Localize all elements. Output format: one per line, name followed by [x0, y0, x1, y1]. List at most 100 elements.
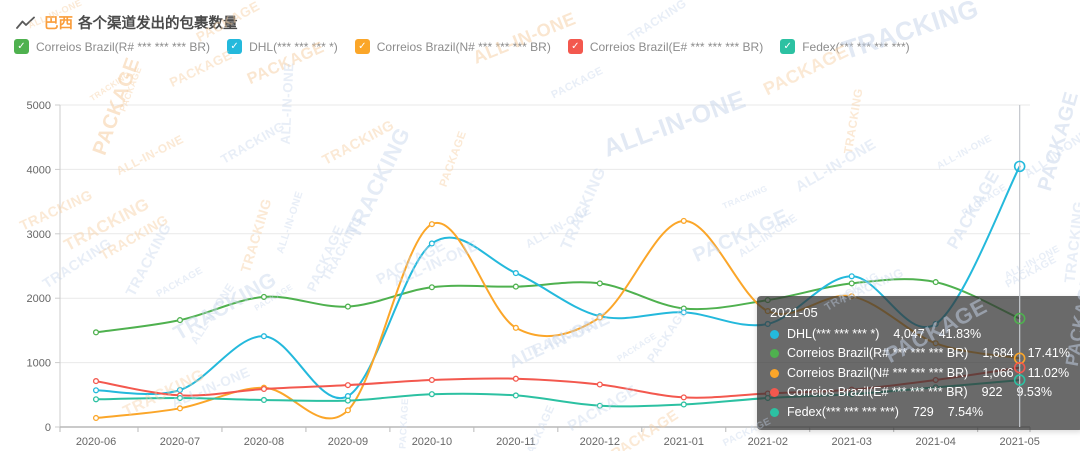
- data-point-marker: [512, 270, 519, 277]
- watermark-text: TRACKING: [838, 0, 983, 66]
- x-axis-label: 2021-04: [916, 436, 956, 448]
- y-axis-label: 4000: [27, 164, 51, 176]
- data-point-marker: [512, 375, 519, 382]
- data-point-marker: [848, 273, 855, 280]
- data-point-marker: [260, 333, 267, 340]
- data-point-marker: [176, 317, 184, 324]
- legend-label: Correios Brazil(R# *** *** *** BR): [36, 39, 211, 54]
- check-icon: ✓: [17, 40, 26, 52]
- tooltip-series-name: Correios Brazil(R# *** *** *** BR): [787, 346, 969, 360]
- check-icon: ✓: [783, 40, 792, 52]
- x-axis-label: 2020-11: [496, 436, 536, 448]
- tooltip-row: Correios Brazil(N# *** *** *** BR) 1,066 1…: [770, 364, 1070, 384]
- x-axis-label: 2020-07: [160, 436, 200, 448]
- tooltip: 2021-05 DHL(*** *** *** *) 4,047 41.83% Cor…: [757, 296, 1080, 430]
- tooltip-value: 922: [981, 385, 1003, 399]
- legend-item[interactable]: ✓ DHL(*** *** *** *): [227, 39, 338, 54]
- data-point-marker: [680, 217, 687, 224]
- check-icon: ✓: [358, 40, 367, 52]
- x-axis-label: 2020-06: [76, 436, 116, 448]
- legend-checkbox[interactable]: ✓: [227, 39, 243, 54]
- data-point-marker: [596, 314, 603, 321]
- y-axis-label: 3000: [27, 229, 51, 241]
- y-axis-label: 0: [45, 422, 51, 434]
- x-axis-label: 2021-02: [748, 436, 788, 448]
- y-axis-label: 2000: [27, 293, 51, 305]
- data-point-marker: [92, 329, 100, 336]
- legend-checkbox[interactable]: ✓: [780, 39, 796, 54]
- tooltip-series-name: DHL(*** *** *** *): [787, 326, 880, 341]
- tooltip-percent: 7.54%: [947, 404, 984, 419]
- data-point-marker: [596, 280, 603, 287]
- y-axis-label: 5000: [27, 100, 51, 112]
- legend-checkbox[interactable]: ✓: [567, 39, 583, 54]
- chart-area[interactable]: 0 1000 2000 3000 4000 5000 2020-06 2020-07 2020-…: [0, 95, 1080, 451]
- x-axis-label: 2020-12: [580, 436, 620, 448]
- data-point-marker: [260, 293, 267, 300]
- series-dot-icon: [770, 407, 779, 417]
- chart-header: 巴西 各个渠道发出的包裹数量: [16, 12, 238, 33]
- x-axis-label: 2021-05: [999, 436, 1039, 448]
- region-label: 巴西: [44, 16, 73, 32]
- legend-checkbox[interactable]: ✓: [14, 39, 29, 54]
- data-point-marker: [680, 401, 687, 408]
- tooltip-percent: 11.02%: [1027, 365, 1070, 380]
- tooltip-value: 4,047: [893, 326, 925, 341]
- data-point-marker: [344, 407, 351, 414]
- data-point-marker: [344, 382, 351, 389]
- data-point-marker: [92, 387, 100, 394]
- data-point-marker: [176, 405, 184, 412]
- legend-item[interactable]: ✓ Fedex(*** *** *** ***): [780, 39, 910, 54]
- tooltip-percent: 9.53%: [1016, 385, 1052, 399]
- legend-item[interactable]: ✓ Correios Brazil(E# *** *** *** BR): [567, 39, 763, 54]
- series-dot-icon: [770, 388, 779, 398]
- data-point-marker: [260, 396, 267, 404]
- legend: ✓ Correios Brazil(R# *** *** *** BR) ✓ DHL(…: [14, 39, 910, 54]
- data-point-marker: [428, 221, 435, 228]
- legend-item[interactable]: ✓ Correios Brazil(R# *** *** *** BR): [14, 39, 210, 54]
- trend-line-icon: [16, 16, 35, 29]
- legend-label: DHL(*** *** *** *): [249, 39, 338, 54]
- data-point-marker: [512, 324, 519, 331]
- x-axis-label: 2020-10: [412, 436, 452, 448]
- data-point-marker: [344, 397, 351, 404]
- tooltip-series-name: Correios Brazil(E# *** *** *** BR): [787, 385, 968, 399]
- x-axis-label: 2020-09: [328, 436, 368, 448]
- tooltip-row: Correios Brazil(E# *** *** *** BR) 922 9.5…: [770, 383, 1070, 403]
- data-point-marker: [680, 394, 687, 401]
- data-point-marker: [932, 279, 939, 286]
- legend-item[interactable]: ✓ Correios Brazil(N# *** *** *** BR): [354, 39, 551, 54]
- data-point-marker: [92, 414, 100, 422]
- data-point-marker: [680, 309, 687, 316]
- data-point-marker: [428, 391, 435, 398]
- series-dot-icon: [770, 368, 779, 378]
- x-axis-label: 2020-08: [244, 436, 284, 448]
- page-title: 各个渠道发出的包裹数量: [78, 16, 238, 32]
- data-point-marker: [92, 396, 100, 403]
- tooltip-row: DHL(*** *** *** *) 4,047 41.83%: [770, 325, 1070, 345]
- data-point-marker: [344, 303, 351, 310]
- tooltip-series-name: Fedex(*** *** *** ***): [787, 404, 899, 419]
- data-point-marker: [260, 385, 267, 393]
- watermark-text: TRACKING: [625, 0, 690, 44]
- tooltip-row: Correios Brazil(R# *** *** *** BR) 1,684 1…: [770, 344, 1070, 364]
- tooltip-percent: 41.83%: [938, 326, 982, 341]
- y-axis-label: 1000: [27, 358, 51, 370]
- data-point-marker: [512, 283, 519, 290]
- data-point-marker: [512, 392, 519, 399]
- data-point-marker: [428, 284, 435, 291]
- x-axis-label: 2021-01: [664, 436, 704, 448]
- tooltip-row: Fedex(*** *** *** ***) 729 7.54%: [770, 403, 1070, 423]
- data-point-marker: [848, 280, 855, 287]
- data-point-marker: [92, 378, 100, 385]
- tooltip-series-name: Correios Brazil(N# *** *** *** BR): [787, 365, 969, 380]
- legend-checkbox[interactable]: ✓: [354, 39, 370, 54]
- data-point-marker: [176, 394, 184, 402]
- data-point-marker: [596, 381, 603, 388]
- tooltip-percent: 17.41%: [1027, 346, 1070, 360]
- data-point-marker: [176, 386, 184, 394]
- data-point-marker: [428, 240, 435, 247]
- series-dot-icon: [770, 349, 779, 359]
- x-axis-label: 2021-03: [832, 436, 872, 448]
